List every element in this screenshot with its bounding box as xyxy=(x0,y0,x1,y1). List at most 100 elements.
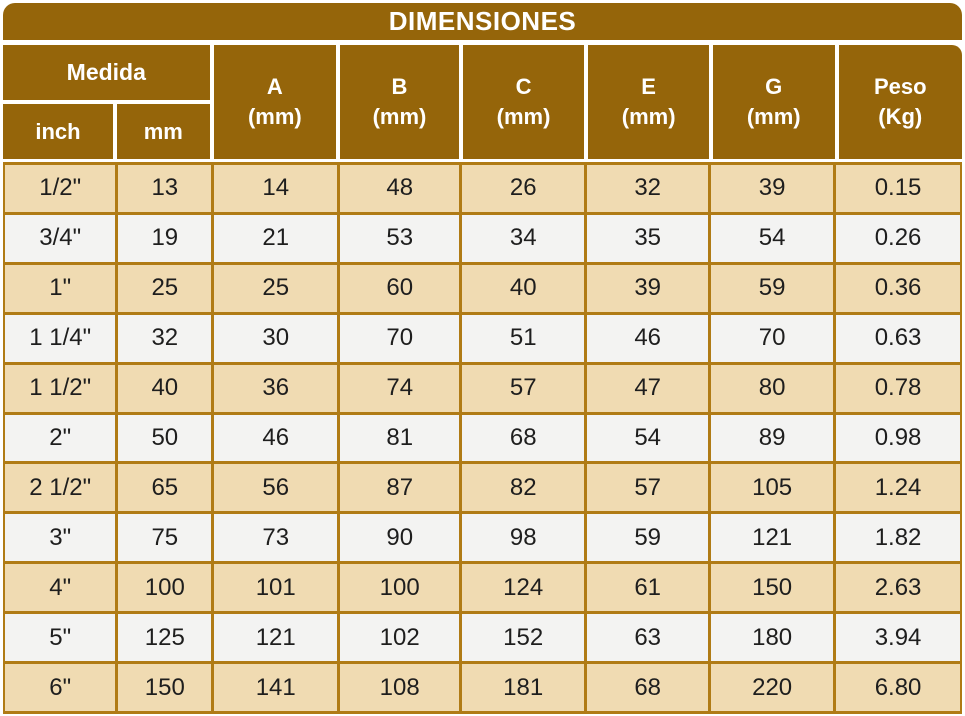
cell-b: 100 xyxy=(340,564,460,612)
cell-a: 56 xyxy=(214,464,338,512)
cell-g: 80 xyxy=(711,364,834,412)
column-label: E xyxy=(641,74,656,100)
cell-inch: 6" xyxy=(5,664,116,711)
column-unit: (mm) xyxy=(496,104,551,129)
column-label: Peso xyxy=(873,74,927,100)
cell-peso: 2.63 xyxy=(836,564,960,612)
cell-inch: 1 1/4" xyxy=(5,314,116,362)
cell-g: 121 xyxy=(711,514,834,562)
cell-e: 35 xyxy=(587,214,709,262)
cell-mm: 32 xyxy=(118,314,212,362)
cell-b: 60 xyxy=(340,264,460,312)
cell-c: 68 xyxy=(462,414,585,462)
cell-c: 98 xyxy=(462,514,585,562)
table-row: 1/2" 13 14 48 26 32 39 0.15 xyxy=(5,165,960,212)
cell-mm: 50 xyxy=(118,414,212,462)
cell-b: 102 xyxy=(340,614,460,662)
column-header-peso: Peso (Kg) xyxy=(838,45,962,159)
cell-a: 21 xyxy=(214,214,338,262)
cell-e: 59 xyxy=(587,514,709,562)
cell-inch: 4" xyxy=(5,564,116,612)
cell-mm: 75 xyxy=(118,514,212,562)
table-row: 4" 100 101 100 124 61 150 2.63 xyxy=(5,564,960,612)
cell-mm: 40 xyxy=(118,364,212,412)
cell-e: 32 xyxy=(587,165,709,212)
cell-c: 57 xyxy=(462,364,585,412)
cell-a: 101 xyxy=(214,564,338,612)
cell-b: 87 xyxy=(340,464,460,512)
cell-inch: 2 1/2" xyxy=(5,464,116,512)
cell-a: 36 xyxy=(214,364,338,412)
cell-e: 39 xyxy=(587,264,709,312)
cell-g: 39 xyxy=(711,165,834,212)
table-row: 2 1/2" 65 56 87 82 57 105 1.24 xyxy=(5,464,960,512)
cell-a: 25 xyxy=(214,264,338,312)
cell-b: 53 xyxy=(340,214,460,262)
table-row: 1 1/4" 32 30 70 51 46 70 0.63 xyxy=(5,314,960,362)
cell-inch: 1" xyxy=(5,264,116,312)
cell-peso: 0.36 xyxy=(836,264,960,312)
cell-b: 74 xyxy=(340,364,460,412)
cell-b: 90 xyxy=(340,514,460,562)
column-unit: (mm) xyxy=(247,104,302,129)
cell-e: 63 xyxy=(587,614,709,662)
cell-g: 54 xyxy=(711,214,834,262)
cell-a: 73 xyxy=(214,514,338,562)
table-row: 1 1/2" 40 36 74 57 47 80 0.78 xyxy=(5,364,960,412)
cell-e: 46 xyxy=(587,314,709,362)
cell-g: 105 xyxy=(711,464,834,512)
title-bar: DIMENSIONES xyxy=(3,3,962,40)
cell-a: 30 xyxy=(214,314,338,362)
cell-mm: 150 xyxy=(118,664,212,711)
cell-peso: 0.15 xyxy=(836,165,960,212)
cell-mm: 100 xyxy=(118,564,212,612)
cell-inch: 3/4" xyxy=(5,214,116,262)
cell-b: 48 xyxy=(340,165,460,212)
page-title: DIMENSIONES xyxy=(388,6,577,36)
cell-g: 59 xyxy=(711,264,834,312)
cell-a: 121 xyxy=(214,614,338,662)
column-label: C xyxy=(515,74,532,100)
cell-peso: 6.80 xyxy=(836,664,960,711)
column-label: A xyxy=(266,74,283,100)
cell-inch: 1 1/2" xyxy=(5,364,116,412)
table-row: 3/4" 19 21 53 34 35 54 0.26 xyxy=(5,214,960,262)
cell-b: 108 xyxy=(340,664,460,711)
cell-c: 26 xyxy=(462,165,585,212)
column-label: B xyxy=(391,74,408,100)
cell-c: 181 xyxy=(462,664,585,711)
cell-peso: 0.26 xyxy=(836,214,960,262)
column-unit: (mm) xyxy=(746,104,801,129)
cell-c: 124 xyxy=(462,564,585,612)
table-row: 5" 125 121 102 152 63 180 3.94 xyxy=(5,614,960,662)
cell-a: 141 xyxy=(214,664,338,711)
cell-e: 57 xyxy=(587,464,709,512)
cell-a: 14 xyxy=(214,165,338,212)
cell-peso: 1.82 xyxy=(836,514,960,562)
cell-inch: 3" xyxy=(5,514,116,562)
cell-peso: 0.98 xyxy=(836,414,960,462)
cell-g: 89 xyxy=(711,414,834,462)
header-mm: mm xyxy=(116,104,210,159)
table-row: 1" 25 25 60 40 39 59 0.36 xyxy=(5,264,960,312)
table-row: 2" 50 46 81 68 54 89 0.98 xyxy=(5,414,960,462)
cell-c: 152 xyxy=(462,614,585,662)
table-row: 3" 75 73 90 98 59 121 1.82 xyxy=(5,514,960,562)
cell-mm: 65 xyxy=(118,464,212,512)
cell-inch: 5" xyxy=(5,614,116,662)
cell-inch: 1/2" xyxy=(5,165,116,212)
column-header-g: G (mm) xyxy=(712,45,835,159)
cell-peso: 3.94 xyxy=(836,614,960,662)
cell-e: 47 xyxy=(587,364,709,412)
column-header-b: B (mm) xyxy=(340,45,459,159)
cell-e: 54 xyxy=(587,414,709,462)
cell-e: 68 xyxy=(587,664,709,711)
cell-c: 40 xyxy=(462,264,585,312)
header-inch: inch xyxy=(3,104,113,159)
column-header-c: C (mm) xyxy=(462,45,585,159)
cell-inch: 2" xyxy=(5,414,116,462)
table-body: 1/2" 13 14 48 26 32 39 0.15 3/4" 19 21 53 34 35 54 0.26… xyxy=(3,162,962,714)
header-medida: Medida xyxy=(3,45,210,100)
cell-c: 34 xyxy=(462,214,585,262)
column-unit: (mm) xyxy=(621,104,676,129)
